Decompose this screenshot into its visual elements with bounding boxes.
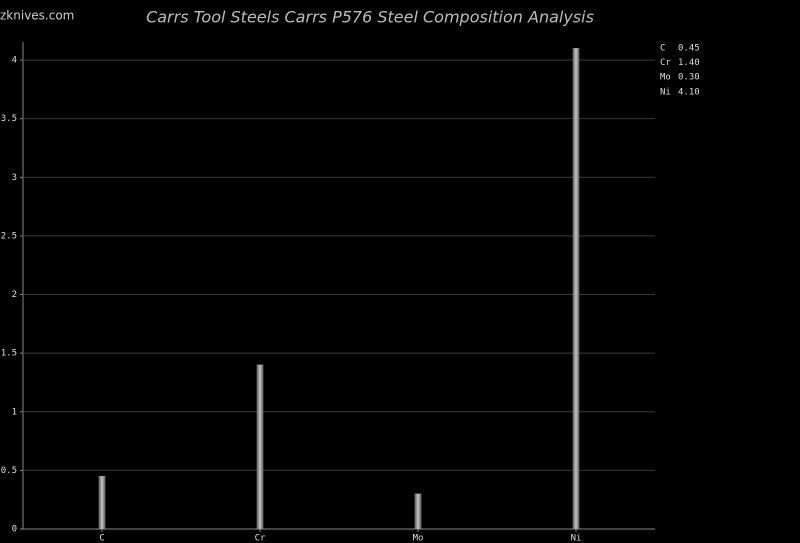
y-tick-label: 3 <box>12 173 17 183</box>
x-tick-label: Ni <box>571 534 582 543</box>
bar <box>98 475 106 530</box>
y-tick-label: 1.5 <box>1 349 17 359</box>
legend-label: C <box>660 44 665 54</box>
bar <box>414 493 422 530</box>
y-tick-label: 2.5 <box>1 231 17 241</box>
legend-value: 0.30 <box>678 73 700 83</box>
watermark: zknives.com <box>0 9 74 23</box>
bar <box>256 364 264 530</box>
x-tick-label: C <box>99 534 104 543</box>
x-tick-label: Mo <box>413 534 424 543</box>
chart-title: Carrs Tool Steels Carrs P576 Steel Compo… <box>146 8 594 27</box>
legend-label: Mo <box>660 73 671 83</box>
y-tick-label: 1 <box>12 407 17 417</box>
legend-value: 0.45 <box>678 44 700 54</box>
legend-label: Ni <box>660 87 671 97</box>
legend-value: 4.10 <box>678 87 700 97</box>
bar <box>572 48 580 530</box>
y-tick-label: 0 <box>12 525 17 535</box>
y-tick-label: 4 <box>12 56 17 66</box>
x-tick-label: Cr <box>255 534 266 543</box>
y-tick-label: 0.5 <box>1 466 17 476</box>
legend-value: 1.40 <box>678 58 700 68</box>
legend-label: Cr <box>660 58 671 68</box>
y-tick-label: 2 <box>12 290 17 300</box>
y-tick-label: 3.5 <box>1 114 17 124</box>
